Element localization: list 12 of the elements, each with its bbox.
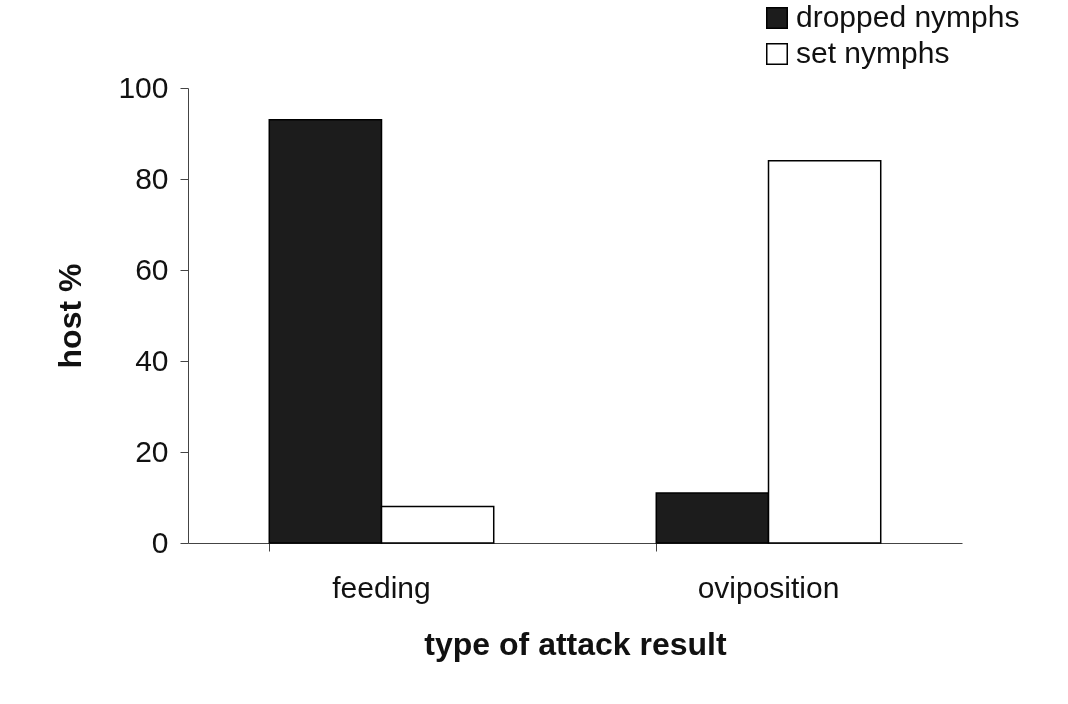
x-tick-label: oviposition: [697, 570, 840, 604]
y-tick-label: 40: [135, 343, 169, 377]
y-tick-label: 20: [135, 434, 169, 468]
y-axis-title: host %: [52, 263, 89, 369]
y-tick-label: 100: [118, 70, 169, 104]
legend-label: dropped nymphs: [796, 0, 1020, 33]
x-tick-label: feeding: [332, 570, 431, 604]
x-axis-title: type of attack result: [424, 625, 727, 662]
legend-label: set nymphs: [796, 36, 950, 69]
y-tick-label: 0: [151, 525, 169, 559]
y-tick-label: 80: [135, 161, 169, 195]
y-tick-label: 60: [135, 252, 169, 286]
